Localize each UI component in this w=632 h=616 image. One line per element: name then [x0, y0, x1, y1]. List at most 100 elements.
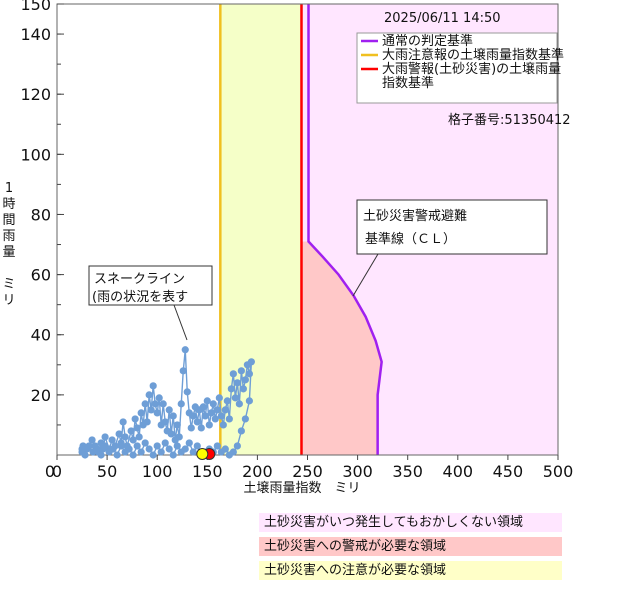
y-axis-label-char: リ: [2, 293, 15, 308]
snake-point: [133, 424, 141, 432]
x-tick-label: 150: [192, 462, 223, 481]
snake-point: [173, 442, 181, 450]
current-point: [196, 448, 209, 460]
legend-label: 大雨注意報の土壌雨量指数基準: [382, 47, 564, 63]
y-tick-label: 120: [20, 85, 51, 104]
y-axis-label-char: 雨: [2, 229, 15, 244]
snake-point: [207, 409, 215, 417]
snake-point: [237, 367, 245, 375]
x-tick-label: 400: [443, 462, 474, 481]
y-axis-label-char: 時: [2, 197, 15, 212]
snake-point: [169, 451, 177, 459]
snake-point: [145, 391, 153, 399]
snake-point: [209, 400, 217, 408]
cl-callout-line2: 基準線（ＣＬ）: [365, 231, 456, 247]
cl-callout-box: [356, 199, 548, 255]
snake-point: [225, 415, 233, 423]
snake-point: [108, 436, 116, 444]
snake-point: [233, 442, 241, 450]
snake-point: [183, 388, 191, 396]
snake-line: [78, 346, 255, 460]
x-axis-label: 土壌雨量指数 ミリ: [243, 481, 360, 496]
region-warning: [301, 241, 382, 455]
snake-point: [231, 394, 239, 402]
snake-point: [81, 451, 89, 459]
snake-point: [89, 448, 97, 456]
y-tick-label: 100: [20, 145, 51, 164]
x-tick-label: 300: [342, 462, 373, 481]
region-legend-item: 土砂災害への警戒が必要な領域: [259, 537, 562, 556]
y-tick-label: 140: [20, 25, 51, 44]
snake-point: [155, 394, 163, 402]
x-tick-label: 500: [543, 462, 574, 481]
timestamp: 2025/06/11 14:50: [384, 11, 501, 26]
snake-point: [119, 418, 127, 426]
snake-point: [189, 412, 197, 420]
x-tick-label: 100: [142, 462, 173, 481]
snake-point: [201, 412, 209, 420]
snake-point: [227, 385, 235, 393]
snake-point: [213, 442, 221, 450]
x-tick-label: 350: [392, 462, 423, 481]
snake-point: [221, 406, 229, 414]
snake-point: [113, 451, 121, 459]
legend-label: 指数基準: [382, 75, 434, 91]
snake-point: [241, 376, 249, 384]
x-tick-label: 50: [97, 462, 117, 481]
snake-point: [229, 370, 237, 378]
snake-point: [129, 451, 137, 459]
y-axis-label-char: [2, 261, 15, 276]
snake-point: [161, 418, 169, 426]
snake-point: [219, 421, 227, 429]
snake-point: [161, 439, 169, 447]
region-legend-item: 土砂災害への注意が必要な領域: [259, 561, 562, 580]
cl-callout-pointer: [352, 253, 379, 297]
snake-point: [247, 358, 255, 366]
snake-point: [167, 430, 175, 438]
snake-point: [143, 418, 151, 426]
snake-point: [97, 451, 105, 459]
snake-point: [217, 448, 225, 456]
grid-number: 格子番号:51350412: [448, 112, 571, 128]
x-tick-label: 0: [52, 462, 62, 481]
snake-point: [141, 439, 149, 447]
snake-point: [85, 442, 93, 450]
snake-point: [177, 448, 185, 456]
snake-point: [239, 385, 247, 393]
snake-point: [131, 415, 139, 423]
snake-point: [185, 439, 193, 447]
snake-point: [187, 424, 195, 432]
x-tick-label: 450: [493, 462, 524, 481]
snake-point: [235, 400, 243, 408]
snake-point: [197, 424, 205, 432]
axes: 0 50 100 150 200 250 300 350 400 450 5002040608010…: [2, 0, 573, 496]
region-legend-item: 土砂災害がいつ発生してもおかしくない領域: [259, 513, 562, 532]
snake-point: [153, 409, 161, 417]
y-tick-label: 80: [31, 205, 51, 224]
legend: 2025/06/11 14:50 通常の判定基準大雨注意報の土壌雨量指数基準大雨警…: [356, 11, 571, 128]
snake-point: [147, 406, 155, 414]
snake-point: [215, 394, 223, 402]
y-axis-label-char: ミ: [2, 277, 15, 292]
snake-point: [193, 418, 201, 426]
snake-point: [133, 442, 141, 450]
snake-callout-box: [88, 265, 213, 306]
y-tick-label: 150: [20, 0, 51, 14]
snake-point: [115, 430, 123, 438]
snake-callout-pointer: [173, 304, 188, 341]
legend-box: [356, 32, 558, 104]
y-tick-label: 20: [31, 386, 51, 405]
snake-point: [175, 433, 183, 441]
y-axis-label-char: 間: [2, 213, 15, 228]
snake-point: [237, 427, 245, 435]
snake-point: [223, 397, 231, 405]
snake-point: [121, 448, 129, 456]
origin-label: 0: [45, 462, 55, 481]
snake-point: [149, 451, 157, 459]
legend-label: 通常の判定基準: [382, 33, 473, 49]
snake-point: [101, 442, 109, 450]
snake-point: [117, 442, 125, 450]
y-axis-label-char: 量: [2, 245, 15, 260]
y-tick-label: 60: [31, 266, 51, 285]
